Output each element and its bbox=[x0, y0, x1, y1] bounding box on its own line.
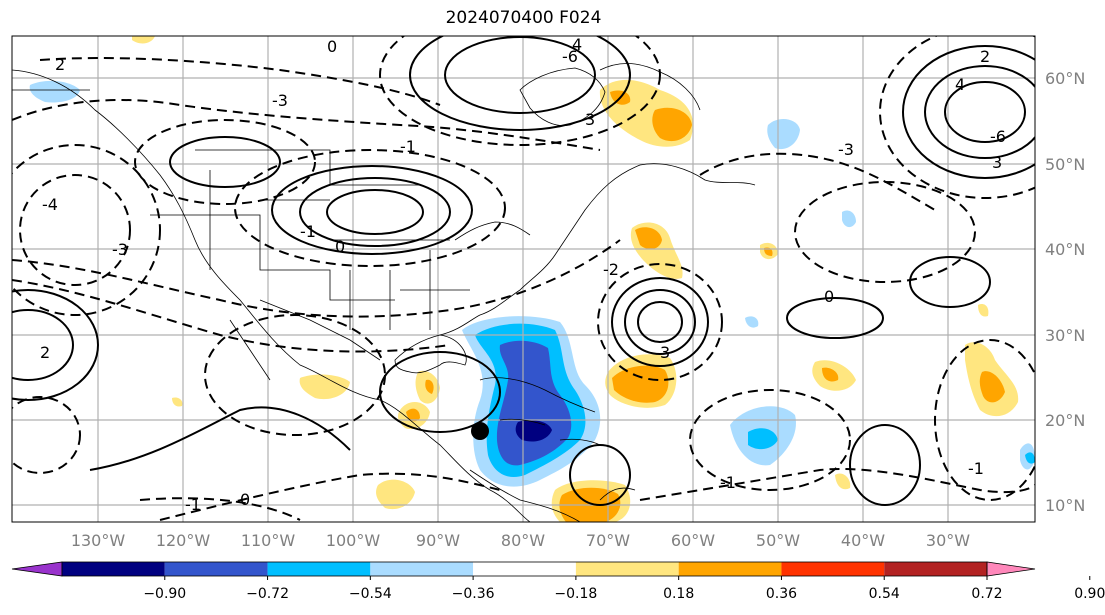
colorbar-tick-label: −0.90 bbox=[143, 586, 186, 602]
colorbar-tick-label: 0.72 bbox=[971, 586, 1002, 602]
contour-label: 0 bbox=[824, 287, 834, 306]
contour-label: 4 bbox=[955, 75, 965, 94]
lon-tick-label: 70°W bbox=[586, 531, 630, 550]
negative-anomaly-darkest bbox=[515, 420, 552, 442]
colorbar-tick-label: 0.36 bbox=[766, 586, 797, 602]
contour-label: -1 bbox=[968, 459, 984, 478]
longitude-labels: 130°W 120°W 110°W 100°W 90°W 80°W 70°W 60°W 50°W… bbox=[71, 531, 970, 550]
colorbar-swatch bbox=[164, 562, 268, 576]
lon-tick-label: 120°W bbox=[156, 531, 211, 550]
contour-label: 2 bbox=[980, 47, 990, 66]
colorbar-extend-min bbox=[11, 561, 63, 577]
storm-center-dot bbox=[471, 422, 489, 440]
contour-label: 3 bbox=[992, 153, 1002, 172]
lat-tick-label: 50°N bbox=[1045, 155, 1085, 174]
contour-label: -1 bbox=[300, 222, 316, 241]
contour-label: -3 bbox=[112, 240, 128, 259]
colorbar-swatch bbox=[62, 562, 165, 576]
lat-tick-label: 10°N bbox=[1045, 496, 1085, 515]
colorbar-extend-max bbox=[986, 561, 1036, 577]
colorbar-swatch bbox=[884, 562, 987, 576]
contour-label: -6 bbox=[990, 127, 1006, 146]
colorbar-tick-label: −0.36 bbox=[452, 586, 495, 602]
contour-label: 2 bbox=[55, 55, 65, 74]
map-gridlines bbox=[12, 36, 1035, 522]
latitude-labels: 60°N 50°N 40°N 30°N 20°N 10°N bbox=[1045, 69, 1085, 515]
contour-label: -1 bbox=[185, 495, 201, 514]
contour-labels: 2 -3 0 -1 4 -6 3 -2 3 -1 0 2 -4 -3 -1 0 … bbox=[40, 35, 1006, 514]
lon-tick-label: 40°W bbox=[841, 531, 885, 550]
contour-label: 3 bbox=[660, 343, 670, 362]
lat-tick-label: 30°N bbox=[1045, 326, 1085, 345]
contour-label: -1 bbox=[400, 137, 416, 156]
colorbar-tick-label: 0.54 bbox=[869, 586, 900, 602]
colorbar-tick-label: −0.54 bbox=[349, 586, 392, 602]
contour-label: -2 bbox=[603, 260, 619, 279]
colorbar-swatch bbox=[370, 562, 474, 576]
contour-label: 0 bbox=[327, 37, 337, 56]
colorbar-swatch bbox=[473, 562, 576, 576]
colorbar: −0.90 −0.72 −0.54 −0.36 −0.18 0.18 0.36 0.54 0.7… bbox=[11, 561, 1105, 602]
lon-tick-label: 60°W bbox=[671, 531, 715, 550]
coastlines bbox=[12, 63, 756, 522]
contour-label: -1 bbox=[720, 473, 736, 492]
contour-label: 4 bbox=[572, 35, 582, 54]
colorbar-swatch bbox=[267, 562, 371, 576]
positive-anomaly-mid bbox=[612, 365, 669, 403]
colorbar-tick-label: −0.18 bbox=[554, 586, 597, 602]
lon-tick-label: 80°W bbox=[501, 531, 545, 550]
colorbar-swatch bbox=[781, 562, 885, 576]
colorbar-tick-label: 0.18 bbox=[663, 586, 694, 602]
lon-tick-label: 90°W bbox=[416, 531, 460, 550]
lat-tick-label: 20°N bbox=[1045, 411, 1085, 430]
lon-tick-label: 50°W bbox=[756, 531, 800, 550]
lat-tick-label: 60°N bbox=[1045, 69, 1085, 88]
contour-low-center bbox=[326, 189, 424, 235]
map-title: 2024070400 F024 bbox=[445, 8, 602, 28]
height-contours bbox=[12, 36, 1035, 521]
lon-tick-label: 30°W bbox=[926, 531, 970, 550]
contour-label: 2 bbox=[40, 343, 50, 362]
colorbar-swatch bbox=[575, 562, 679, 576]
lon-tick-label: 100°W bbox=[326, 531, 381, 550]
lat-tick-label: 40°N bbox=[1045, 240, 1085, 259]
contour-label: -4 bbox=[42, 195, 58, 214]
colorbar-tick-label: −0.72 bbox=[246, 586, 289, 602]
negative-anomaly-strong bbox=[496, 340, 572, 466]
colorbar-swatch bbox=[678, 562, 782, 576]
contour-label: 0 bbox=[240, 490, 250, 509]
contour-label: -6 bbox=[562, 47, 578, 66]
lon-tick-label: 110°W bbox=[241, 531, 296, 550]
colorbar-tick-label: 0.90 bbox=[1074, 586, 1105, 602]
colorbar-frame bbox=[61, 561, 988, 577]
contour-label: 3 bbox=[585, 110, 595, 129]
contour-label: 0 bbox=[335, 237, 345, 256]
map-frame bbox=[11, 35, 1036, 523]
contour-tropical-center bbox=[637, 301, 683, 343]
contour-label: -3 bbox=[272, 91, 288, 110]
lon-tick-label: 130°W bbox=[71, 531, 126, 550]
contour-label: -3 bbox=[838, 140, 854, 159]
